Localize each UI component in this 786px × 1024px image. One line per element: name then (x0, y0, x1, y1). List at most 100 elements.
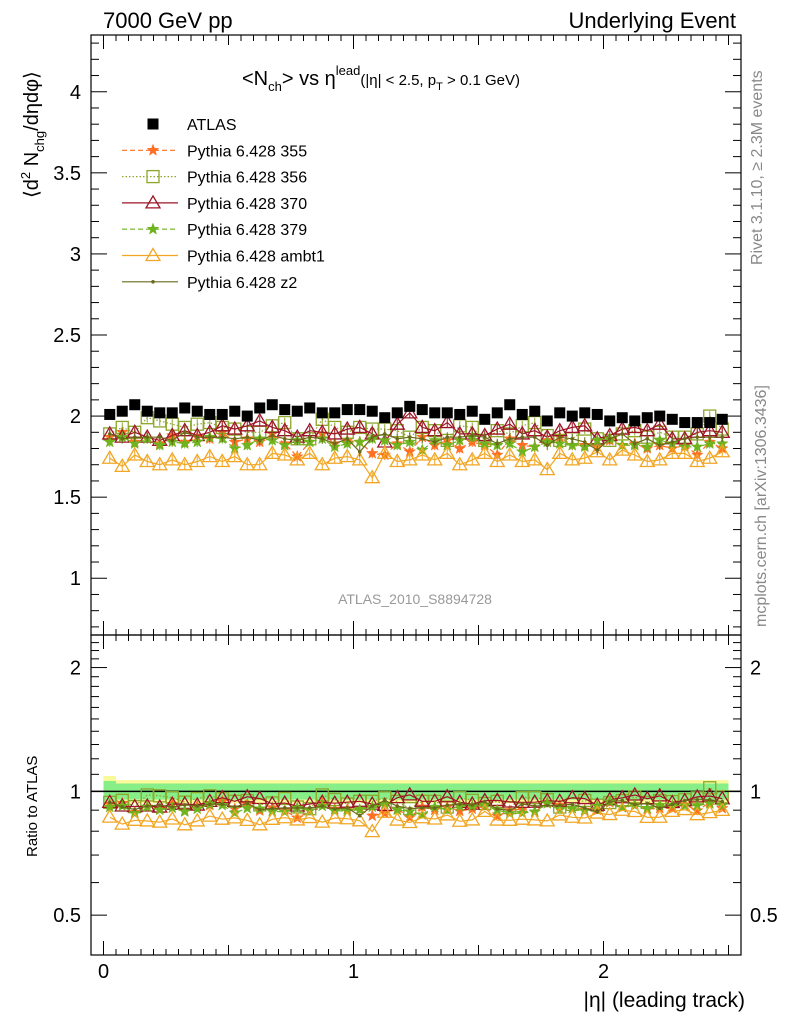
ratio-point-pythia-6-428-z2 (395, 804, 400, 808)
ratio-point-pythia-6-428-ambt1 (214, 810, 231, 825)
legend-label-atlas: ATLAS (187, 117, 237, 134)
ratio-point-pythia-6-428-ambt1 (314, 813, 331, 828)
atlas-data-point (166, 407, 178, 419)
ratio-point-pythia-6-428-379 (240, 801, 254, 814)
ratio-point-pythia-6-428-z2 (107, 800, 112, 805)
series-point-pythia-6-428-ambt1 (364, 469, 381, 484)
series-point-pythia-6-428-z2 (607, 436, 612, 441)
ratio-point-pythia-6-428-ambt1 (339, 810, 356, 825)
analysis-id-label: ATLAS_2010_S8894728 (338, 591, 492, 607)
series-point-pythia-6-428-379 (378, 433, 392, 446)
main-y-tick-label: 3 (70, 244, 81, 266)
ratio-point-pythia-6-428-z2 (707, 797, 712, 802)
series-point-pythia-6-428-z2 (107, 432, 112, 436)
series-point-pythia-6-428-370 (576, 417, 593, 432)
series-point-pythia-6-428-z2 (307, 435, 312, 439)
ratio-point-pythia-6-428-379 (265, 804, 279, 817)
rivet-version-text: Rivet 3.1.10, ≥ 2.3M events (749, 70, 766, 265)
series-point-pythia-6-428-ambt1 (576, 449, 593, 464)
ratio-point-pythia-6-428-z2 (295, 806, 300, 810)
series-point-pythia-6-428-ambt1 (689, 453, 706, 468)
ratio-point-pythia-6-428-ambt1 (139, 812, 156, 827)
ratio-y-tick-label-right: 2 (750, 658, 761, 680)
main-y-axis-label-sup: 2 (18, 172, 33, 179)
legend-marker-pythia-6-428-ambt1 (144, 247, 162, 262)
atlas-data-point (116, 405, 128, 417)
atlas-data-point (454, 408, 466, 420)
main-y-axis-label-suffix: /dηdφ⟩ (21, 71, 43, 131)
series-point-pythia-6-428-379 (128, 436, 142, 450)
ratio-point-pythia-6-428-ambt1 (501, 812, 518, 826)
atlas-data-point (541, 415, 553, 427)
ratio-point-pythia-6-428-z2 (420, 806, 425, 810)
atlas-data-point (504, 399, 516, 411)
ratio-point-pythia-6-428-z2 (332, 807, 337, 811)
series-point-pythia-6-428-z2 (120, 436, 125, 441)
atlas-data-point (604, 415, 616, 427)
series-point-pythia-6-428-z2 (557, 435, 562, 439)
series-line-pythia-6-428-z2 (109, 431, 723, 453)
series-point-pythia-6-428-379 (565, 438, 579, 451)
ratio-point-pythia-6-428-355 (365, 809, 379, 822)
atlas-data-point (304, 402, 316, 414)
series-point-pythia-6-428-z2 (232, 436, 237, 441)
series-point-pythia-6-428-370 (251, 412, 268, 427)
atlas-data-point (416, 404, 428, 416)
series-point-pythia-6-428-z2 (157, 435, 162, 439)
series-point-pythia-6-428-379 (178, 436, 192, 450)
series-point-pythia-6-428-ambt1 (551, 445, 568, 460)
series-point-pythia-6-428-ambt1 (539, 461, 556, 476)
atlas-data-point (204, 408, 216, 420)
ratio-line-pythia-6-428-z2 (109, 799, 723, 817)
ratio-point-pythia-6-428-ambt1 (376, 803, 393, 818)
atlas-data-point (341, 404, 353, 416)
legend-marker-pythia-6-428-356 (146, 169, 160, 184)
ratio-y-tick-label: 0.5 (53, 905, 81, 927)
atlas-data-point (316, 407, 328, 419)
series-point-pythia-6-428-ambt1 (214, 453, 231, 468)
series-point-pythia-6-428-ambt1 (139, 453, 156, 468)
ratio-point-pythia-6-428-379 (353, 803, 367, 816)
atlas-data-point (654, 410, 666, 422)
series-point-pythia-6-428-ambt1 (676, 445, 693, 460)
atlas-data-point (704, 417, 716, 429)
ratio-point-pythia-6-428-379 (153, 803, 167, 816)
ratio-point-pythia-6-428-z2 (532, 804, 537, 808)
series-point-pythia-6-428-ambt1 (614, 441, 631, 456)
atlas-data-point (141, 405, 153, 417)
atlas-data-point (254, 402, 266, 414)
ratio-point-pythia-6-428-z2 (557, 803, 562, 807)
series-point-pythia-6-428-ambt1 (101, 449, 118, 464)
series-point-pythia-6-428-ambt1 (439, 445, 456, 460)
atlas-data-point (154, 407, 166, 419)
series-point-pythia-6-428-ambt1 (289, 451, 306, 466)
series-point-pythia-6-428-ambt1 (564, 451, 581, 466)
series-point-pythia-6-428-z2 (632, 441, 637, 446)
main-y-axis-label-mid: N (21, 152, 43, 172)
ratio-point-pythia-6-428-z2 (145, 804, 150, 808)
ratio-point-pythia-6-428-370 (601, 791, 618, 806)
series-point-pythia-6-428-ambt1 (414, 446, 431, 461)
atlas-data-point (716, 413, 728, 425)
atlas-data-point (329, 407, 341, 419)
ratio-point-pythia-6-428-ambt1 (464, 811, 481, 826)
ratio-point-pythia-6-428-ambt1 (351, 812, 368, 827)
atlas-data-point (554, 407, 566, 419)
x-tick-label: 0 (98, 961, 109, 983)
plot-title-mid: > vs η (282, 68, 336, 90)
series-point-pythia-6-428-ambt1 (601, 451, 618, 466)
ratio-point-pythia-6-428-ambt1 (276, 809, 293, 824)
series-point-pythia-6-428-z2 (720, 435, 725, 439)
plot-title-sub: ch (268, 79, 282, 94)
atlas-data-point (491, 407, 503, 419)
ratio-point-pythia-6-428-ambt1 (489, 811, 506, 826)
series-point-pythia-6-428-355 (365, 446, 379, 459)
ratio-point-pythia-6-428-z2 (682, 798, 687, 803)
series-point-pythia-6-428-z2 (370, 435, 375, 439)
atlas-data-point (279, 404, 291, 416)
ratio-point-pythia-6-428-z2 (582, 806, 587, 810)
legend-marker-pythia-6-428-379 (146, 222, 160, 235)
legend-label-pythia-6-428-356: Pythia 6.428 356 (187, 170, 307, 187)
ratio-point-pythia-6-428-z2 (382, 798, 387, 803)
atlas-data-point (529, 405, 541, 417)
